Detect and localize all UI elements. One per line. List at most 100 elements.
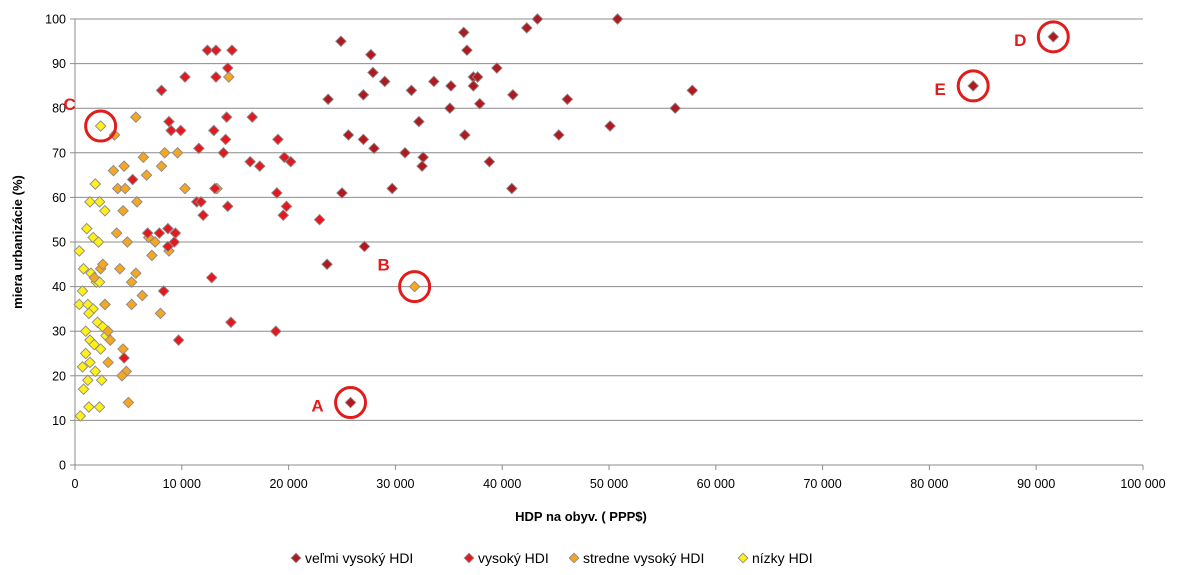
data-point [84,356,96,369]
data-point [93,401,106,413]
data-point [336,187,348,199]
data-point [386,182,399,195]
data-point [210,71,222,83]
data-point [125,298,138,311]
x-tick-label: 50 000 [590,477,628,491]
data-point [118,352,130,364]
data-point [520,22,533,34]
data-point [471,71,484,83]
data-point [165,124,177,137]
data-point [163,115,175,128]
data-point [197,209,209,222]
data-point [271,187,283,199]
data-point [80,222,93,235]
data-point [277,209,290,222]
data-point [179,71,191,83]
annotations: A B C D E [63,20,1070,420]
data-point [445,80,457,92]
data-point [77,383,90,396]
data-point [131,196,143,208]
grid-lines [75,18,1143,421]
data-point [74,410,87,422]
data-point [136,289,149,302]
data-point [378,75,391,88]
annotation-circle [84,109,118,143]
data-point [102,325,114,338]
data-point [244,155,256,168]
data-point [205,271,218,284]
data-point [408,280,421,293]
annotation-label: B [377,256,389,275]
data-point [146,249,158,262]
data-point [94,343,107,355]
x-tick-label: 90 000 [1017,477,1055,491]
data-point [368,142,380,155]
data-point [79,325,92,338]
data-point [417,151,430,164]
data-point [158,146,171,159]
legend-marker [463,552,475,564]
y-tick-label: 40 [52,280,66,294]
data-point [313,213,326,226]
legend-entry: vysoký HDI [478,550,549,566]
data-point [141,227,154,239]
data-point [220,111,233,123]
y-tick-label: 50 [52,236,66,250]
data-point [467,80,480,92]
data-point [174,124,187,137]
data-point [89,365,102,378]
data-point [604,120,616,132]
data-point [364,48,377,61]
y-tick-label: 80 [52,102,66,116]
data-point [107,164,120,177]
data-point [367,66,379,79]
y-tick-label: 70 [52,146,66,160]
data-point [357,88,370,101]
data-point [686,84,699,97]
axes [70,18,1144,470]
data-point [217,146,230,159]
data-point [94,120,107,132]
tick-labels: 0 10 20 30 40 50 60 70 80 90 100 0 10 000 20 000 30 00… [45,13,1165,492]
data-point [405,84,418,97]
data-point [399,146,411,159]
x-tick-label: 80 000 [910,477,948,491]
data-point [172,334,185,346]
data-point [208,124,220,137]
y-tick-label: 0 [59,459,66,473]
x-tick-label: 20 000 [269,477,307,491]
data-point [221,200,234,213]
data-point [121,236,134,248]
x-tick-label: 10 000 [163,477,201,491]
data-point [116,369,128,382]
data-point [272,133,284,146]
data-point [193,142,205,155]
data-point [104,334,117,346]
data-point [461,44,473,57]
data-point [444,102,456,115]
data-point [458,129,471,141]
data-point [122,396,135,409]
x-axis-title: HDP na obyv. ( PPP$) [515,509,647,524]
data-point [117,204,129,217]
data-point [110,227,123,239]
data-point [95,374,108,387]
data-point [473,97,486,110]
x-tick-label: 70 000 [803,477,841,491]
data-point [505,182,518,195]
data-point [491,62,503,74]
legend-entry: stredne vysoký HDI [583,550,704,566]
data-point [137,151,150,164]
data-point [83,307,95,320]
y-tick-label: 20 [52,369,66,383]
x-tick-label: 0 [72,477,79,491]
data-point [669,102,682,115]
data-point [507,88,519,101]
data-point [155,84,168,97]
y-axis-title: miera urbanizácie (%) [10,175,25,309]
data-point [171,146,184,159]
data-point [225,316,237,329]
legend-entry: veľmi vysoký HDI [305,550,413,566]
annotation-circle [334,386,368,420]
data-point [168,236,181,248]
